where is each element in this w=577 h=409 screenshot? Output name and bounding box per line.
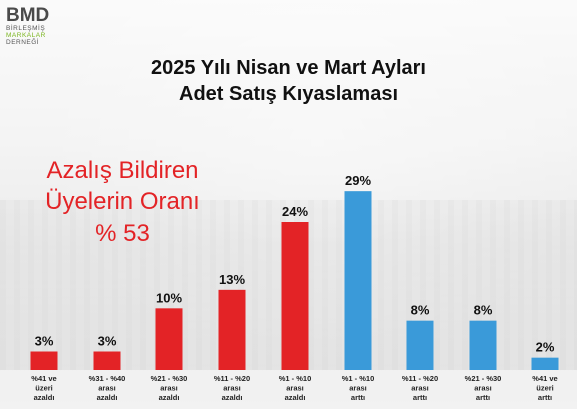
- category-label-3: %21 - %30 arası azaldı: [151, 374, 188, 402]
- bar-1: [30, 351, 58, 370]
- bar-8: [469, 320, 497, 370]
- chart-title-line-1: 2025 Yılı Nisan ve Mart Ayları: [151, 57, 426, 79]
- category-label-4: %11 - %20 arası azaldı: [214, 374, 250, 402]
- bar-value-label-2: 3%: [98, 334, 117, 349]
- bar-value-label-3: 10%: [156, 290, 182, 305]
- bar-7: [406, 320, 434, 370]
- logo-name: BMD: [6, 5, 50, 26]
- bar-9: [531, 357, 559, 370]
- bar-3: [155, 308, 183, 370]
- bar-value-label-5: 24%: [282, 204, 308, 219]
- category-label-7: %11 - %20 arası arttı: [402, 374, 438, 402]
- bar-value-label-1: 3%: [35, 334, 54, 349]
- logo-line-3: DERNEĞİ: [6, 39, 40, 46]
- category-label-5: %1 - %10 arası azaldı: [279, 374, 312, 402]
- chart-title-line-2: Adet Satış Kıyaslaması: [179, 83, 398, 105]
- callout-line-3: % 53: [95, 220, 150, 247]
- bar-value-label-9: 2%: [536, 340, 555, 355]
- category-label-1: %41 ve üzeri azaldı: [31, 374, 56, 402]
- category-label-2: %31 - %40 arası azaldı: [89, 374, 126, 402]
- bar-value-label-8: 8%: [474, 303, 493, 318]
- bar-4: [218, 289, 246, 370]
- logo-line-2: MARKALAR: [6, 32, 46, 39]
- bar-2: [93, 351, 121, 370]
- bar-6: [344, 191, 372, 370]
- bar-value-label-6: 29%: [345, 173, 371, 188]
- category-label-6: %1 - %10 arası arttı: [342, 374, 375, 402]
- category-label-9: %41 ve üzeri arttı: [532, 374, 557, 402]
- callout-line-2: Üyelerin Oranı: [45, 188, 200, 215]
- bar-5: [281, 222, 309, 370]
- category-label-8: %21 - %30 arası arttı: [465, 374, 502, 402]
- callout-line-1: Azalış Bildiren: [46, 157, 199, 184]
- bar-value-label-7: 8%: [411, 303, 430, 318]
- logo-line-1: BİRLEŞMİŞ: [6, 25, 46, 32]
- bar-value-label-4: 13%: [219, 272, 245, 287]
- bmd-logo: BMD BİRLEŞMİŞ MARKALAR DERNEĞİ: [6, 6, 66, 46]
